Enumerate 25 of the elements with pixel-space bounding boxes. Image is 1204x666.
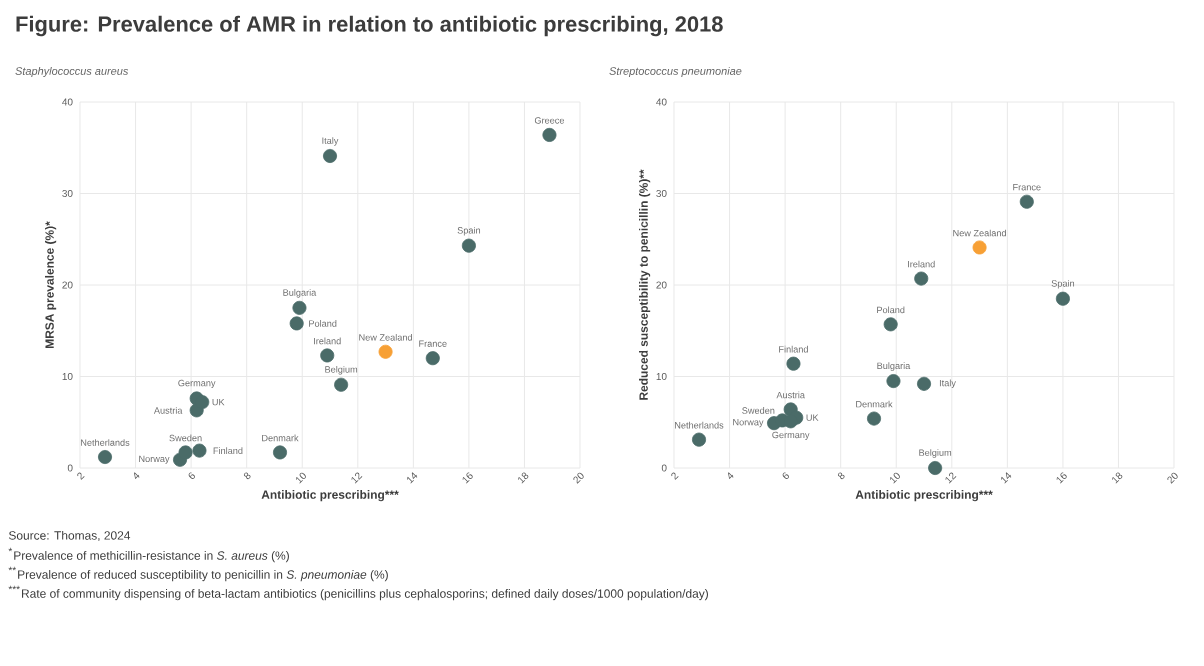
point	[914, 271, 929, 286]
point	[323, 148, 338, 163]
point	[289, 316, 304, 331]
chart-title: Figure: Prevalence of AMR in relation to antibiotic prescribing, 2018	[16, 15, 723, 37]
point	[542, 127, 557, 142]
point	[1019, 194, 1034, 209]
point	[334, 377, 349, 392]
point	[928, 461, 943, 475]
point	[425, 351, 440, 366]
point	[273, 445, 288, 460]
point	[1055, 291, 1070, 306]
point	[320, 348, 335, 363]
point	[883, 317, 898, 332]
point	[867, 411, 882, 426]
point	[461, 238, 476, 253]
point	[192, 443, 207, 458]
point	[98, 450, 113, 465]
point	[378, 344, 393, 359]
point	[917, 376, 932, 391]
point	[178, 445, 193, 460]
point	[972, 240, 987, 255]
point	[692, 432, 707, 447]
point	[786, 356, 801, 371]
point	[886, 374, 901, 389]
point	[292, 300, 307, 315]
